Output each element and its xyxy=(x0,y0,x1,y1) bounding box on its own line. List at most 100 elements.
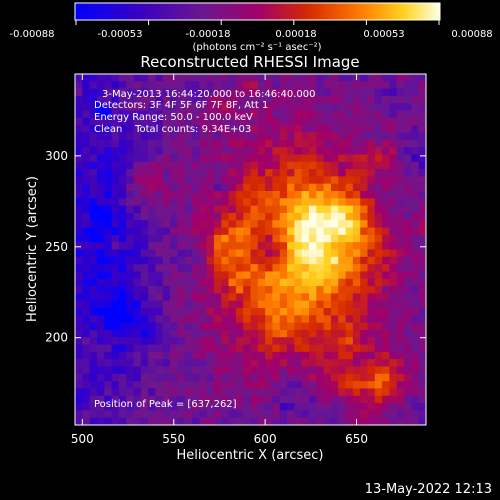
heatmap-cell xyxy=(367,154,376,163)
heatmap-cell xyxy=(250,410,259,419)
heatmap-cell xyxy=(118,139,127,148)
heatmap-cell xyxy=(323,366,332,375)
heatmap-cell xyxy=(192,366,200,375)
heatmap-cell xyxy=(192,227,200,236)
heatmap-cell xyxy=(287,110,295,119)
heatmap-cell xyxy=(170,308,178,316)
heatmap-cell xyxy=(418,227,426,236)
heatmap-cell xyxy=(301,359,310,368)
heatmap-cell xyxy=(279,191,288,199)
heatmap-cell xyxy=(374,74,383,82)
heatmap-cell xyxy=(257,366,266,375)
heatmap-cell xyxy=(250,322,259,331)
heatmap-cell xyxy=(404,147,412,156)
heatmap-cell xyxy=(294,154,303,163)
heatmap-cell xyxy=(111,183,120,192)
heatmap-cell xyxy=(126,81,135,90)
heatmap-cell xyxy=(155,315,164,324)
heatmap-cell xyxy=(330,88,339,97)
heatmap-cell xyxy=(162,191,171,199)
heatmap-cell xyxy=(155,220,164,229)
heatmap-cell xyxy=(96,191,105,199)
heatmap-cell xyxy=(140,329,149,338)
heatmap-cell xyxy=(111,110,120,119)
heatmap-cell xyxy=(177,286,186,294)
y-tick-label: 200 xyxy=(45,331,68,345)
heatmap-cell xyxy=(309,417,317,425)
heatmap-cell xyxy=(352,271,361,280)
heatmap-cell xyxy=(148,300,157,309)
heatmap-cell xyxy=(374,117,383,126)
heatmap-cell xyxy=(75,227,83,236)
heatmap-cell xyxy=(206,234,215,243)
heatmap-cell xyxy=(228,88,237,97)
heatmap-cell xyxy=(287,161,295,170)
heatmap-cell xyxy=(206,315,215,324)
heatmap-cell xyxy=(206,132,215,141)
heatmap-cell xyxy=(309,366,317,375)
heatmap-cell xyxy=(272,308,281,316)
heatmap-cell xyxy=(75,293,83,302)
heatmap-cell xyxy=(316,388,325,397)
heatmap-cell xyxy=(404,293,412,302)
heatmap-cell xyxy=(104,337,113,346)
heatmap-cell xyxy=(411,139,420,148)
heatmap-cell xyxy=(323,183,332,192)
heatmap-cell xyxy=(243,366,252,375)
heatmap-cell xyxy=(418,388,426,397)
heatmap-cell xyxy=(148,322,157,331)
heatmap-cell xyxy=(418,95,426,104)
heatmap-cell xyxy=(411,410,420,419)
heatmap-cell xyxy=(374,103,383,112)
heatmap-cell xyxy=(418,293,426,302)
heatmap-cell xyxy=(75,191,83,199)
heatmap-cell xyxy=(404,117,412,126)
heatmap-cell xyxy=(235,344,244,353)
heatmap-cell xyxy=(279,183,288,192)
heatmap-cell xyxy=(96,183,105,192)
heatmap-cell xyxy=(338,169,347,177)
heatmap-cell xyxy=(345,337,354,346)
heatmap-cell xyxy=(257,161,266,170)
heatmap-cell xyxy=(309,169,317,177)
heatmap-cell xyxy=(374,293,383,302)
heatmap-cell xyxy=(155,227,164,236)
heatmap-cell xyxy=(126,410,135,419)
heatmap-cell xyxy=(294,300,303,309)
heatmap-cell xyxy=(126,271,135,280)
heatmap-cell xyxy=(148,212,157,221)
heatmap-cell xyxy=(294,220,303,229)
heatmap-cell xyxy=(338,337,347,346)
heatmap-cell xyxy=(155,139,164,148)
heatmap-cell xyxy=(338,132,347,141)
heatmap-cell xyxy=(323,242,332,251)
heatmap-cell xyxy=(96,249,105,258)
heatmap-cell xyxy=(192,286,200,294)
heatmap-cell xyxy=(148,88,157,97)
heatmap-cell xyxy=(323,176,332,185)
heatmap-cell xyxy=(243,344,252,353)
heatmap-cell xyxy=(96,139,105,148)
heatmap-cell xyxy=(82,286,91,294)
heatmap-cell xyxy=(389,242,398,251)
heatmap-cell xyxy=(133,161,142,170)
heatmap-cell xyxy=(250,381,259,390)
heatmap-cell xyxy=(82,212,91,221)
heatmap-cell xyxy=(374,139,383,148)
heatmap-cell xyxy=(133,212,142,221)
heatmap-cell xyxy=(111,176,120,185)
heatmap-cell xyxy=(96,403,105,411)
heatmap-cell xyxy=(352,366,361,375)
heatmap-cell xyxy=(228,395,237,404)
heatmap-cell xyxy=(126,373,135,382)
heatmap-cell xyxy=(287,103,295,112)
heatmap-cell xyxy=(177,132,186,141)
heatmap-cell xyxy=(75,117,83,126)
heatmap-cell xyxy=(265,110,274,119)
heatmap-cell xyxy=(294,88,303,97)
heatmap-cell xyxy=(89,169,98,177)
heatmap-cell xyxy=(243,293,252,302)
heatmap-cell xyxy=(418,337,426,346)
heatmap-cell xyxy=(265,191,274,199)
heatmap-cell xyxy=(360,300,369,309)
